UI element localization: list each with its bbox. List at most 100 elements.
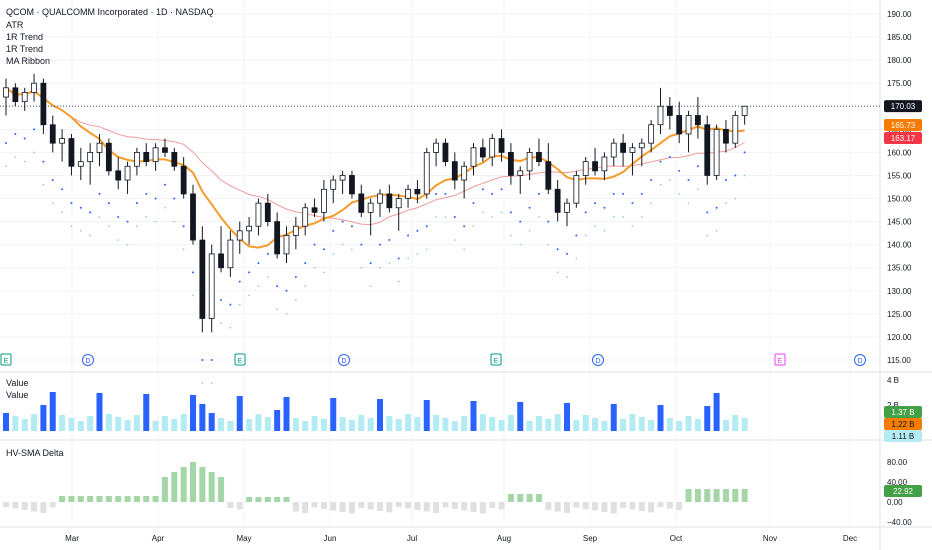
- candle-up[interactable]: [423, 151, 430, 195]
- candle-down[interactable]: [498, 138, 505, 153]
- candle-down[interactable]: [620, 142, 626, 153]
- candle-up[interactable]: [638, 142, 645, 149]
- hv-delta-bar: [666, 502, 673, 509]
- candle-down[interactable]: [442, 142, 449, 163]
- candle-up[interactable]: [3, 87, 9, 98]
- indicator-1r-trend-2[interactable]: 1R Trend: [6, 44, 44, 54]
- candle-up[interactable]: [489, 138, 496, 158]
- candle-down[interactable]: [274, 221, 281, 255]
- candle-up[interactable]: [564, 202, 570, 213]
- hv-tick-label: 0.00: [887, 498, 903, 507]
- candle-down[interactable]: [311, 207, 318, 213]
- volume-legend-2[interactable]: Value: [6, 390, 29, 400]
- candle-up[interactable]: [152, 147, 159, 163]
- candle-down[interactable]: [695, 115, 701, 126]
- candle-down[interactable]: [676, 115, 683, 135]
- candle-down[interactable]: [143, 151, 150, 163]
- indicator-ma-ribbon[interactable]: MA Ribbon: [6, 56, 51, 66]
- candle-down[interactable]: [666, 105, 673, 116]
- candle-down[interactable]: [451, 161, 458, 181]
- candle-down[interactable]: [180, 165, 187, 195]
- earnings-marker[interactable]: [234, 353, 246, 366]
- indicator-1r-trend[interactable]: 1R Trend: [6, 32, 44, 42]
- candle-down[interactable]: [414, 188, 421, 195]
- candle-up[interactable]: [470, 147, 477, 167]
- candle-down[interactable]: [507, 151, 514, 176]
- candle-down[interactable]: [12, 87, 19, 103]
- candle-up[interactable]: [236, 230, 243, 241]
- candle-up[interactable]: [302, 207, 309, 227]
- candle-up[interactable]: [377, 193, 383, 204]
- candle-down[interactable]: [479, 147, 486, 158]
- candle-down[interactable]: [68, 138, 75, 167]
- candle-up[interactable]: [461, 165, 468, 181]
- candle-down[interactable]: [49, 124, 56, 144]
- candle-up[interactable]: [367, 202, 374, 213]
- candle-up[interactable]: [208, 253, 215, 319]
- candle-up[interactable]: [320, 188, 327, 213]
- candle-up[interactable]: [21, 92, 28, 103]
- candle-up[interactable]: [732, 115, 739, 144]
- candle-up[interactable]: [405, 188, 411, 199]
- atr-trend-dot: [491, 216, 494, 218]
- candle-up[interactable]: [582, 161, 589, 176]
- candle-down[interactable]: [592, 161, 598, 172]
- candle-up[interactable]: [59, 138, 65, 144]
- candle-up[interactable]: [685, 115, 692, 135]
- candle-up[interactable]: [629, 147, 636, 153]
- earnings-marker[interactable]: [0, 353, 12, 366]
- hv-delta-bar: [629, 502, 636, 510]
- candle-up[interactable]: [610, 142, 617, 158]
- candle-down[interactable]: [358, 193, 365, 213]
- candle-up[interactable]: [87, 151, 94, 163]
- earnings-marker[interactable]: [490, 353, 502, 366]
- dividend-marker[interactable]: [82, 354, 94, 366]
- candle-up[interactable]: [96, 142, 103, 153]
- candle-up[interactable]: [77, 161, 84, 167]
- candle-down[interactable]: [162, 147, 168, 153]
- candle-down[interactable]: [545, 161, 552, 190]
- candle-up[interactable]: [433, 142, 440, 153]
- candle-up[interactable]: [648, 124, 655, 144]
- candle-down[interactable]: [190, 193, 196, 241]
- hv-legend[interactable]: HV-SMA Delta: [6, 448, 64, 458]
- candle-up[interactable]: [741, 105, 748, 116]
- candle-down[interactable]: [171, 151, 178, 167]
- candle-down[interactable]: [386, 193, 393, 209]
- candle-up[interactable]: [133, 151, 140, 167]
- earnings-marker[interactable]: [774, 353, 786, 366]
- volume-legend-1[interactable]: Value: [6, 378, 29, 388]
- candle-up[interactable]: [255, 202, 262, 227]
- candle-down[interactable]: [115, 170, 122, 181]
- indicator-atr[interactable]: ATR: [6, 20, 24, 30]
- candle-down[interactable]: [723, 128, 729, 144]
- candle-up[interactable]: [339, 175, 346, 181]
- candle-up[interactable]: [227, 239, 234, 269]
- candle-up[interactable]: [713, 128, 720, 176]
- candle-up[interactable]: [395, 198, 402, 209]
- candle-down[interactable]: [704, 124, 711, 176]
- candle-down[interactable]: [199, 239, 206, 319]
- candle-down[interactable]: [554, 188, 561, 213]
- candle-down[interactable]: [40, 82, 47, 126]
- candle-down[interactable]: [218, 253, 224, 269]
- candle-down[interactable]: [105, 142, 112, 172]
- candle-down[interactable]: [349, 175, 355, 195]
- dividend-marker[interactable]: [592, 354, 604, 366]
- candle-up[interactable]: [330, 179, 337, 190]
- candle-up[interactable]: [601, 156, 608, 172]
- candle-up[interactable]: [657, 105, 664, 126]
- candle-up[interactable]: [526, 151, 533, 172]
- candle-up[interactable]: [124, 165, 131, 181]
- candle-up[interactable]: [31, 82, 37, 93]
- candle-up[interactable]: [573, 175, 580, 204]
- candle-down[interactable]: [536, 151, 542, 163]
- candle-up[interactable]: [517, 170, 524, 176]
- candle-down[interactable]: [264, 202, 271, 223]
- candle-up[interactable]: [283, 235, 290, 255]
- dividend-marker[interactable]: [854, 354, 866, 366]
- candle-up[interactable]: [246, 225, 253, 232]
- candle-up[interactable]: [292, 225, 299, 236]
- dividend-marker[interactable]: [338, 354, 350, 366]
